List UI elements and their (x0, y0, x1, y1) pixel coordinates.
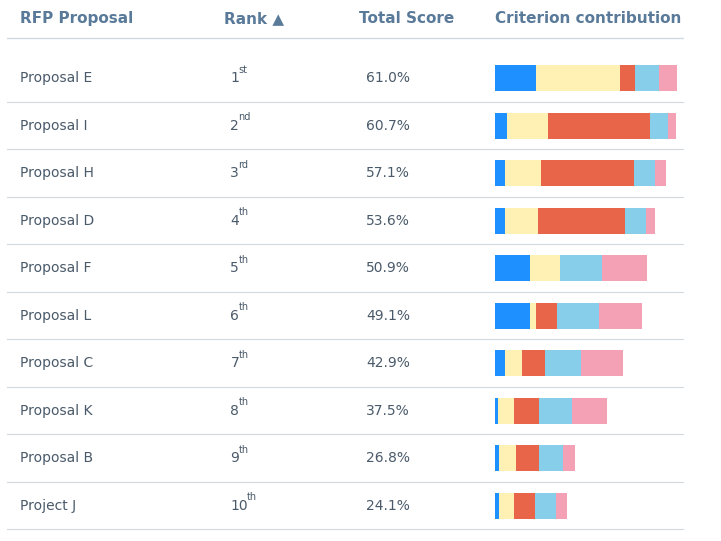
Text: 5: 5 (231, 261, 239, 275)
FancyBboxPatch shape (541, 160, 634, 186)
FancyBboxPatch shape (495, 208, 505, 234)
FancyBboxPatch shape (572, 398, 607, 424)
Text: th: th (239, 302, 249, 312)
FancyBboxPatch shape (560, 255, 603, 281)
FancyBboxPatch shape (603, 255, 647, 281)
FancyBboxPatch shape (495, 160, 505, 186)
Text: st: st (239, 64, 247, 75)
FancyBboxPatch shape (646, 208, 655, 234)
FancyBboxPatch shape (521, 350, 546, 376)
Text: th: th (239, 397, 249, 407)
Text: Proposal L: Proposal L (20, 308, 92, 322)
FancyBboxPatch shape (507, 113, 549, 138)
Text: 61.0%: 61.0% (366, 71, 410, 85)
Text: Proposal E: Proposal E (20, 71, 93, 85)
Text: 37.5%: 37.5% (366, 404, 410, 418)
FancyBboxPatch shape (564, 445, 575, 471)
Text: th: th (239, 349, 249, 360)
FancyBboxPatch shape (625, 208, 646, 234)
FancyBboxPatch shape (531, 255, 560, 281)
Text: 60.7%: 60.7% (366, 118, 410, 133)
Text: RFP Proposal: RFP Proposal (20, 11, 133, 27)
FancyBboxPatch shape (505, 160, 541, 186)
FancyBboxPatch shape (495, 302, 531, 329)
Text: 3: 3 (231, 166, 239, 180)
FancyBboxPatch shape (495, 113, 507, 138)
FancyBboxPatch shape (599, 302, 642, 329)
Text: th: th (239, 207, 249, 217)
Text: 50.9%: 50.9% (366, 261, 410, 275)
Text: Total Score: Total Score (359, 11, 454, 27)
FancyBboxPatch shape (495, 350, 505, 376)
FancyBboxPatch shape (635, 65, 660, 91)
FancyBboxPatch shape (505, 350, 521, 376)
Text: 7: 7 (231, 356, 239, 370)
Text: Criterion contribution: Criterion contribution (495, 11, 681, 27)
Text: Project J: Project J (20, 499, 76, 512)
FancyBboxPatch shape (495, 65, 536, 91)
FancyBboxPatch shape (499, 492, 514, 519)
FancyBboxPatch shape (539, 398, 572, 424)
FancyBboxPatch shape (531, 302, 536, 329)
FancyBboxPatch shape (535, 492, 556, 519)
FancyBboxPatch shape (581, 350, 623, 376)
FancyBboxPatch shape (495, 398, 497, 424)
FancyBboxPatch shape (499, 445, 516, 471)
Text: nd: nd (239, 112, 251, 122)
Text: 42.9%: 42.9% (366, 356, 410, 370)
Text: Proposal C: Proposal C (20, 356, 94, 370)
Text: 2: 2 (231, 118, 239, 133)
FancyBboxPatch shape (497, 398, 514, 424)
Text: th: th (247, 492, 257, 502)
Text: th: th (239, 445, 249, 454)
Text: Rank ▲: Rank ▲ (224, 11, 284, 27)
FancyBboxPatch shape (634, 160, 655, 186)
FancyBboxPatch shape (556, 492, 567, 519)
Text: 24.1%: 24.1% (366, 499, 410, 512)
Text: 1: 1 (231, 71, 239, 85)
Text: th: th (239, 255, 249, 265)
Text: rd: rd (239, 160, 249, 169)
Text: 8: 8 (231, 404, 239, 418)
FancyBboxPatch shape (505, 208, 538, 234)
FancyBboxPatch shape (650, 113, 668, 138)
FancyBboxPatch shape (539, 445, 564, 471)
FancyBboxPatch shape (546, 350, 581, 376)
FancyBboxPatch shape (495, 445, 499, 471)
Text: 49.1%: 49.1% (366, 308, 410, 322)
FancyBboxPatch shape (620, 65, 635, 91)
FancyBboxPatch shape (557, 302, 599, 329)
FancyBboxPatch shape (655, 160, 665, 186)
FancyBboxPatch shape (516, 445, 539, 471)
Text: 26.8%: 26.8% (366, 451, 410, 465)
Text: 10: 10 (231, 499, 248, 512)
Text: Proposal K: Proposal K (20, 404, 93, 418)
Text: Proposal F: Proposal F (20, 261, 92, 275)
Text: Proposal I: Proposal I (20, 118, 88, 133)
FancyBboxPatch shape (514, 398, 539, 424)
Text: 53.6%: 53.6% (366, 214, 410, 228)
FancyBboxPatch shape (549, 113, 650, 138)
FancyBboxPatch shape (536, 65, 620, 91)
Text: 57.1%: 57.1% (366, 166, 410, 180)
FancyBboxPatch shape (514, 492, 535, 519)
Text: 6: 6 (231, 308, 239, 322)
Text: Proposal D: Proposal D (20, 214, 94, 228)
FancyBboxPatch shape (668, 113, 676, 138)
FancyBboxPatch shape (495, 255, 531, 281)
FancyBboxPatch shape (660, 65, 677, 91)
Text: Proposal B: Proposal B (20, 451, 94, 465)
Text: 4: 4 (231, 214, 239, 228)
FancyBboxPatch shape (538, 208, 625, 234)
Text: 9: 9 (231, 451, 239, 465)
FancyBboxPatch shape (495, 492, 499, 519)
FancyBboxPatch shape (536, 302, 557, 329)
Text: Proposal H: Proposal H (20, 166, 94, 180)
